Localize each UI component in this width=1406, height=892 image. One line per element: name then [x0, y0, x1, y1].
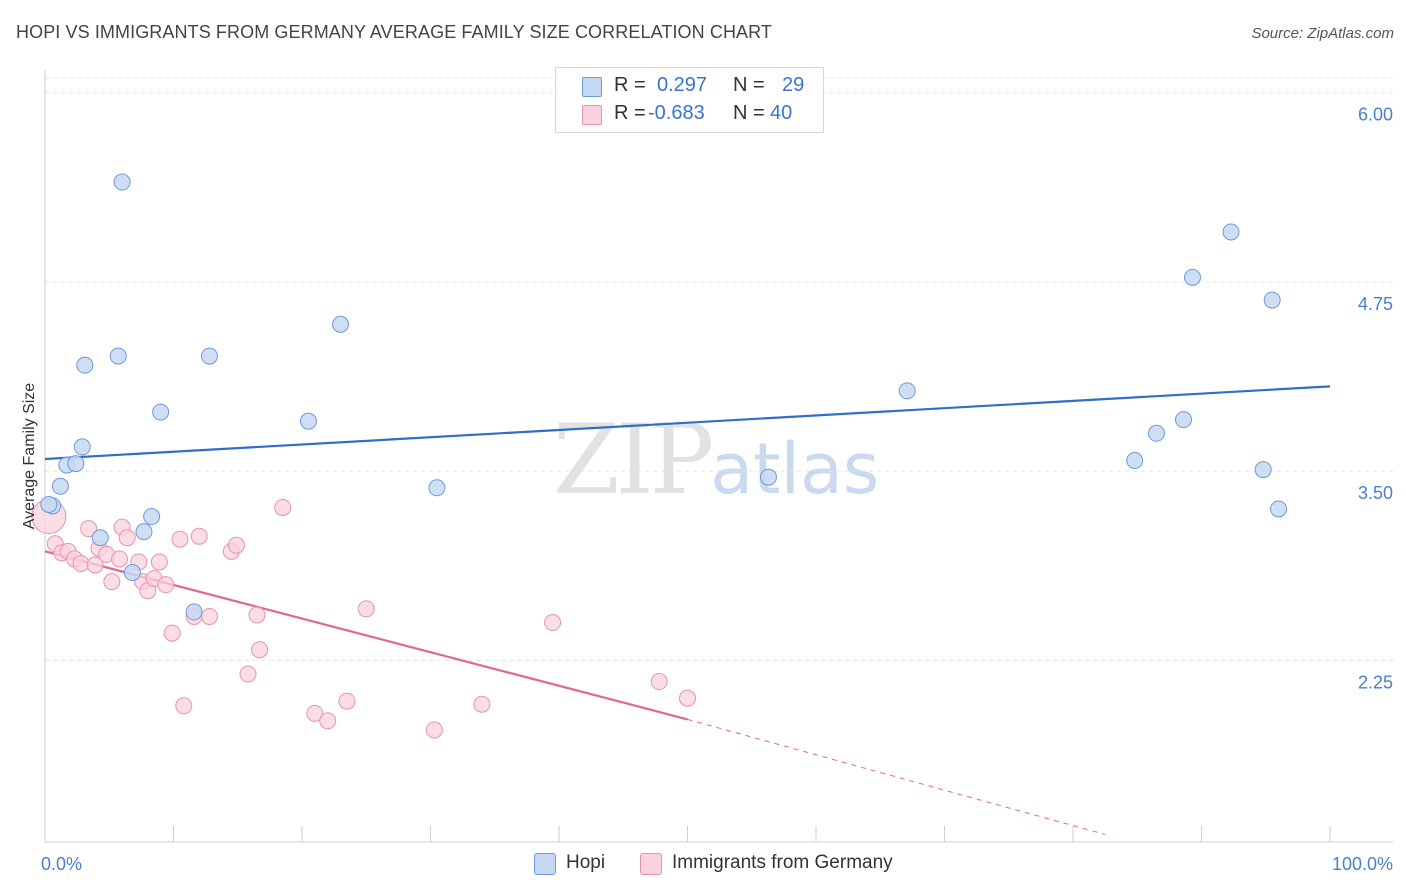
germany-point	[190, 527, 208, 545]
hopi-point	[1254, 461, 1272, 479]
legend-n-value: 29	[782, 74, 805, 96]
label-layer: 2.25 3.50 4.75 6.00 0.0% 100.0% Average Family…	[21, 105, 1393, 874]
germany-point	[319, 712, 337, 730]
hopi-trend-line	[44, 385, 1331, 461]
hopi-point	[332, 315, 350, 333]
germany-point	[175, 697, 193, 715]
bottom-legend-hopi-swatch	[534, 853, 556, 875]
hopi-point	[40, 495, 58, 513]
legend-n-value: 40	[770, 102, 793, 124]
grid-layer	[45, 77, 1393, 661]
hopi-point	[1222, 223, 1240, 241]
germany-point	[274, 498, 292, 516]
hopi-point	[73, 438, 91, 456]
legend-r-label: R =	[614, 74, 646, 96]
germany-point	[200, 607, 218, 625]
points-layer	[31, 173, 1288, 739]
hopi-point	[76, 356, 94, 374]
germany-point	[357, 600, 375, 618]
germany-point	[80, 520, 98, 538]
germany-point	[650, 673, 668, 691]
watermark-atlas: atlas	[710, 428, 880, 510]
germany-point	[679, 689, 696, 707]
germany-point	[86, 556, 104, 574]
legend-n-label: N =	[733, 74, 765, 96]
legend-row-germany: R = -0.683 N = 40	[556, 100, 823, 128]
germany-trend-extension	[687, 718, 1106, 835]
legend-row-hopi: R = 0.297 N = 29	[556, 72, 823, 100]
germany-point	[248, 606, 266, 624]
legend-n-label: N =	[733, 102, 765, 124]
germany-point	[425, 721, 443, 739]
axis-layer	[44, 70, 1393, 843]
legend-swatch-hopi	[582, 77, 602, 97]
hopi-point	[898, 382, 916, 400]
legend-r-label: R =	[614, 102, 646, 124]
legend-r-value: -0.683	[648, 102, 705, 124]
y-tick-label: 6.00	[1358, 105, 1393, 125]
germany-point	[72, 554, 90, 572]
bottom-legend-hopi-label: Hopi	[566, 852, 606, 873]
germany-point	[227, 536, 245, 554]
germany-point	[338, 692, 356, 710]
germany-point	[171, 530, 189, 548]
hopi-point	[185, 603, 203, 621]
germany-point	[111, 550, 129, 568]
hopi-point	[299, 412, 317, 430]
germany-point	[544, 614, 562, 632]
germany-point	[118, 529, 136, 547]
hopi-point	[428, 479, 446, 497]
bottom-legend-germany-label: Immigrants from Germany	[672, 852, 893, 873]
hopi-point	[759, 468, 777, 486]
germany-point	[157, 576, 175, 594]
hopi-point	[1126, 452, 1144, 470]
source-label: Source: ZipAtlas.com	[1251, 25, 1394, 42]
legend-r-value: 0.297	[657, 74, 708, 96]
hopi-point	[123, 564, 141, 582]
y-tick-label: 2.25	[1358, 672, 1393, 692]
hopi-point	[91, 529, 109, 547]
hopi-point	[1263, 291, 1281, 309]
germany-point	[239, 665, 257, 683]
hopi-point	[109, 347, 127, 365]
hopi-point	[1270, 500, 1288, 518]
y-tick-label: 4.75	[1358, 294, 1393, 314]
germany-point	[150, 553, 168, 571]
germany-point	[306, 704, 324, 722]
hopi-point	[67, 455, 85, 473]
germany-point	[163, 624, 181, 642]
germany-point	[473, 695, 491, 713]
bottom-legend-germany-swatch	[640, 853, 662, 875]
hopi-point	[1148, 424, 1166, 442]
x-tick-label: 100.0%	[1332, 854, 1393, 874]
y-tick-label: 3.50	[1358, 483, 1393, 503]
correlation-legend: R = 0.297 N = 29 R = -0.683 N = 40	[555, 67, 824, 133]
hopi-point	[51, 477, 69, 495]
germany-point	[103, 573, 121, 591]
legend-swatch-germany	[582, 105, 602, 125]
hopi-point	[200, 347, 218, 365]
y-axis-label: Average Family Size	[21, 383, 38, 530]
hopi-point	[1175, 411, 1193, 429]
x-tick-label: 0.0%	[41, 854, 82, 874]
hopi-point	[113, 173, 131, 191]
chart-title: HOPI VS IMMIGRANTS FROM GERMANY AVERAGE …	[16, 22, 773, 42]
hopi-point	[143, 508, 161, 526]
hopi-point	[135, 523, 153, 541]
hopi-point	[1184, 268, 1202, 286]
hopi-point	[152, 403, 170, 421]
germany-point	[251, 641, 269, 659]
